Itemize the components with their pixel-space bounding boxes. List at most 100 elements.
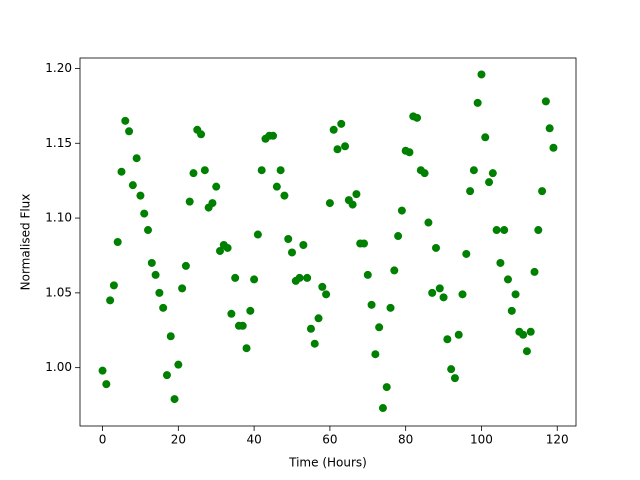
point: [337, 119, 346, 128]
point: [378, 404, 387, 413]
point: [117, 167, 126, 176]
point: [276, 166, 285, 175]
point: [303, 273, 312, 282]
point: [397, 206, 406, 215]
point: [348, 200, 357, 209]
point: [113, 238, 122, 246]
point: [329, 125, 338, 134]
point: [500, 226, 509, 235]
point: [181, 261, 190, 270]
point: [250, 275, 259, 284]
point: [447, 365, 456, 374]
point: [200, 166, 209, 175]
point: [450, 374, 459, 383]
x-tick-label: 100: [470, 433, 493, 447]
point: [534, 226, 543, 235]
point: [170, 395, 179, 404]
x-tick-label: 20: [171, 433, 186, 447]
point: [178, 284, 187, 293]
point: [106, 296, 115, 305]
point: [428, 288, 437, 297]
point: [462, 249, 471, 258]
point: [469, 166, 478, 175]
point: [253, 230, 262, 239]
y-tick-label: 1.10: [45, 211, 72, 225]
point: [269, 131, 278, 140]
x-tick-label: 60: [322, 433, 337, 447]
point: [526, 327, 535, 336]
point: [238, 321, 247, 330]
point: [511, 290, 520, 299]
x-axis-label: Time (Hours): [288, 456, 367, 470]
point: [102, 380, 111, 389]
point: [367, 300, 376, 309]
x-tick-label: 120: [546, 433, 569, 447]
point: [496, 258, 505, 267]
point: [541, 97, 550, 106]
point: [174, 360, 183, 369]
point: [485, 178, 494, 187]
point: [454, 330, 463, 339]
point: [109, 281, 118, 290]
point: [519, 330, 528, 339]
point: [166, 332, 175, 341]
point: [288, 248, 297, 257]
point: [386, 303, 395, 312]
point: [503, 275, 512, 284]
point: [363, 270, 372, 279]
point: [242, 344, 251, 353]
y-tick-label: 1.15: [45, 136, 72, 150]
point: [246, 306, 255, 315]
point: [299, 240, 308, 249]
point: [538, 187, 547, 196]
point: [125, 127, 134, 136]
x-tick-label: 40: [246, 433, 261, 447]
point: [390, 266, 399, 275]
point: [121, 116, 130, 125]
plot-frame: [79, 57, 577, 427]
point: [488, 169, 497, 178]
point: [318, 282, 327, 291]
point: [458, 290, 467, 299]
point: [352, 190, 361, 199]
point: [333, 145, 342, 154]
point: [481, 133, 490, 142]
point: [162, 371, 171, 380]
y-tick-label: 1.20: [45, 61, 72, 75]
point: [128, 181, 137, 190]
point: [375, 323, 384, 332]
y-tick-label: 1.00: [45, 360, 72, 374]
point: [310, 339, 319, 348]
point: [284, 235, 293, 244]
point: [189, 169, 198, 178]
point: [98, 366, 107, 375]
point: [151, 270, 160, 279]
point: [227, 309, 236, 318]
point: [439, 293, 448, 302]
point: [431, 243, 440, 252]
point: [325, 199, 334, 208]
point: [492, 226, 501, 235]
point: [443, 335, 452, 344]
point: [216, 246, 225, 255]
point: [405, 148, 414, 157]
point: [185, 197, 194, 206]
point: [549, 143, 558, 152]
point: [295, 273, 304, 282]
point: [424, 218, 433, 227]
x-tick-label: 0: [99, 433, 107, 447]
point: [197, 130, 206, 139]
point: [359, 239, 368, 248]
y-tick-label: 1.05: [45, 285, 72, 299]
point: [314, 314, 323, 323]
point: [413, 113, 422, 122]
point: [272, 182, 281, 191]
x-tick-label: 80: [398, 433, 413, 447]
point: [341, 142, 350, 151]
point: [322, 290, 331, 299]
point: [435, 284, 444, 293]
point: [208, 199, 217, 208]
point: [132, 154, 141, 163]
point: [280, 191, 289, 200]
